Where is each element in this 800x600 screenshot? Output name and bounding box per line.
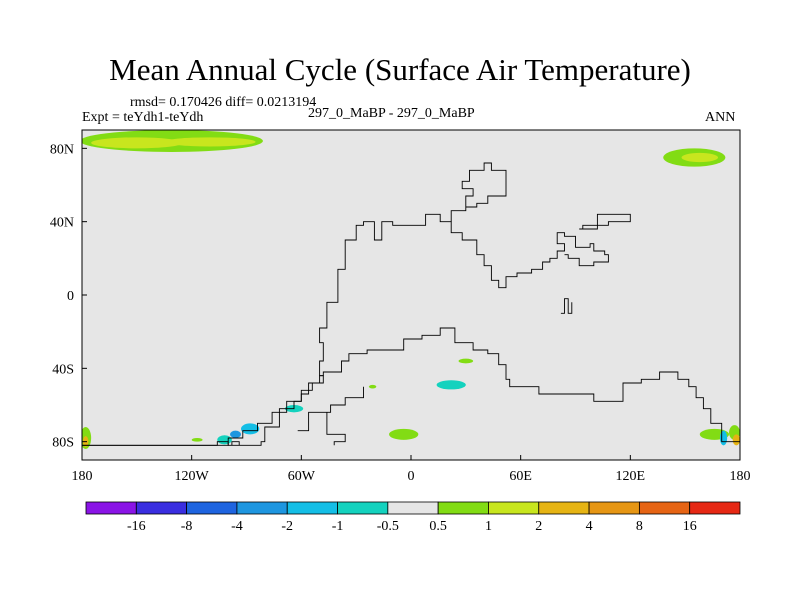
coastline-7 bbox=[326, 412, 346, 446]
colorbar: -16 -8 -4 -2 -1 -0.5 0.5 1 2 4 8 16 bbox=[85, 501, 741, 534]
x-tick-label-2: 60W bbox=[288, 469, 316, 484]
colorbar-bin-9 bbox=[538, 501, 590, 515]
colorbar-bin-12 bbox=[689, 501, 741, 515]
anomaly-patch-2 bbox=[164, 137, 256, 147]
colorbar-bin-10 bbox=[588, 501, 640, 515]
map-background bbox=[82, 130, 740, 460]
anomaly-patch-8 bbox=[241, 423, 260, 435]
colorbar-label-1: -8 bbox=[181, 519, 193, 534]
colorbar-label-10: 8 bbox=[636, 519, 643, 534]
colorbar-bin-11 bbox=[638, 501, 691, 515]
coastline-4 bbox=[450, 162, 507, 222]
colorbar-bin-5 bbox=[337, 501, 389, 515]
coastline-3 bbox=[579, 213, 631, 230]
anomaly-patch-10 bbox=[217, 435, 232, 445]
chart-title: Mean Annual Cycle (Surface Air Temperatu… bbox=[109, 52, 691, 87]
anomaly-patch-4 bbox=[681, 152, 719, 163]
anomaly-patch-13 bbox=[389, 428, 419, 440]
colorbar-label-8: 2 bbox=[535, 519, 542, 534]
y-tick-label-3: 40S bbox=[52, 362, 74, 377]
coastlines bbox=[82, 162, 740, 446]
coastline-5 bbox=[82, 327, 740, 446]
colorbar-label-5: -0.5 bbox=[377, 519, 399, 534]
colorbar-bin-3 bbox=[236, 501, 288, 515]
anomaly-patch-11 bbox=[191, 438, 203, 442]
anomaly-patches bbox=[82, 130, 740, 449]
anomaly-patch-12 bbox=[368, 384, 377, 389]
chart-subtitle: 297_0_MaBP - 297_0_MaBP bbox=[308, 106, 475, 121]
colorbar-bin-6 bbox=[387, 501, 439, 515]
x-tick-label-4: 60E bbox=[509, 469, 532, 484]
colorbar-label-7: 1 bbox=[485, 519, 492, 534]
x-tick-label-5: 120E bbox=[616, 469, 646, 484]
colorbar-label-2: -4 bbox=[231, 519, 243, 534]
coastline-8 bbox=[231, 441, 240, 446]
x-tick-label-6: 180 bbox=[730, 469, 751, 484]
experiment-label: Expt = teYdh1-teYdh bbox=[82, 110, 204, 125]
colorbar-label-3: -2 bbox=[281, 519, 293, 534]
colorbar-bin-2 bbox=[186, 501, 238, 515]
colorbar-label-11: 16 bbox=[683, 519, 697, 534]
stats-label: rmsd= 0.170426 diff= 0.0213194 bbox=[130, 95, 317, 110]
colorbar-label-9: 4 bbox=[586, 519, 593, 534]
x-tick-label-0: 180 bbox=[72, 469, 93, 484]
colorbar-bin-7 bbox=[437, 501, 489, 515]
colorbar-bin-0 bbox=[85, 501, 137, 515]
y-tick-label-2: 0 bbox=[67, 289, 74, 304]
coastline-0 bbox=[82, 213, 609, 446]
anomaly-patch-19 bbox=[719, 430, 728, 446]
anomaly-patch-1 bbox=[91, 137, 183, 149]
coastline-6 bbox=[297, 386, 364, 432]
colorbar-label-0: -16 bbox=[127, 519, 146, 534]
season-label: ANN bbox=[705, 110, 736, 125]
anomaly-patch-6 bbox=[436, 380, 466, 390]
y-tick-label-1: 40N bbox=[50, 216, 74, 231]
x-tick-label-3: 0 bbox=[408, 469, 415, 484]
coastline-2 bbox=[560, 298, 573, 314]
axis-ticks: 180 120W 60W 0 60E 120E 180 80N 40N 0 40S 80S bbox=[50, 142, 751, 484]
colorbar-bin-8 bbox=[488, 501, 540, 515]
colorbar-label-6: 0.5 bbox=[429, 519, 447, 534]
anomaly-patch-5 bbox=[458, 358, 474, 364]
anomaly-patch-9 bbox=[230, 430, 242, 439]
colorbar-label-4: -1 bbox=[332, 519, 344, 534]
colorbar-bin-4 bbox=[286, 501, 338, 515]
y-tick-label-0: 80N bbox=[50, 142, 74, 157]
colorbar-bin-1 bbox=[135, 501, 188, 515]
anomaly-patch-18 bbox=[732, 434, 740, 446]
x-tick-label-1: 120W bbox=[175, 469, 210, 484]
y-tick-label-4: 80S bbox=[52, 436, 74, 451]
